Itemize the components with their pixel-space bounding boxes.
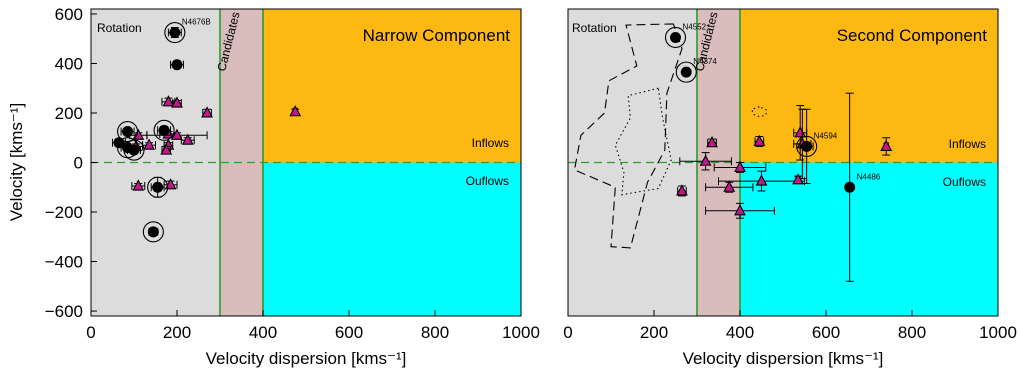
triangle-point (162, 95, 175, 107)
triangle-point (289, 105, 302, 117)
y-tick-label: 600 (55, 5, 83, 24)
triangle-point (181, 133, 194, 145)
galaxy-label: N4374 (693, 57, 717, 66)
plot-frame (567, 8, 999, 317)
galaxy-label: N4552 (683, 22, 707, 31)
x-axis-title: Velocity dispersion [kms⁻¹] (683, 349, 884, 368)
circle-point-ring (164, 21, 186, 44)
triangle-point (755, 174, 768, 186)
circle-point (158, 124, 170, 136)
label-inflows: Inflows (949, 137, 986, 151)
circle-point-ring (117, 121, 139, 143)
triangle-point (171, 96, 183, 108)
triangle-point (160, 143, 173, 155)
x-tick-label: 0 (563, 323, 572, 342)
galaxy-label: N4594 (814, 131, 838, 140)
label-rotation: Rotation (572, 21, 617, 35)
y-tick-label: 400 (55, 54, 83, 73)
circle-point (670, 31, 681, 43)
circle-point (844, 181, 856, 193)
y-axis-title: Velocity [kms⁻¹] (7, 103, 26, 222)
y-tick-label: 200 (55, 104, 83, 123)
circle-point (680, 66, 692, 78)
x-tick-label: 1000 (979, 323, 1017, 342)
x-tick-label: 0 (86, 323, 95, 342)
x-tick-label: 200 (640, 323, 668, 342)
triangle-point (792, 173, 804, 185)
outflow-region (263, 162, 521, 316)
label-outflows: Ouflows (466, 174, 509, 188)
circle-point (122, 126, 134, 138)
triangle-point (676, 184, 688, 196)
x-tick-label: 600 (335, 323, 363, 342)
y-tick-label: −400 (45, 253, 83, 272)
triangle-point (201, 106, 214, 118)
triangle-point (143, 138, 155, 150)
dotted-contour (614, 87, 672, 196)
circle-point (171, 59, 183, 71)
triangle-point (723, 180, 736, 192)
y-tick-label: −600 (45, 302, 83, 321)
circle-point-ring (153, 119, 175, 141)
triangle-point (171, 128, 183, 140)
circle-point-ring (147, 176, 169, 198)
circle-point (801, 140, 813, 152)
x-tick-label: 800 (898, 323, 926, 342)
triangle-point (880, 139, 893, 151)
circle-point (169, 27, 181, 39)
circle-point-ring (675, 61, 697, 83)
circle-point (128, 144, 140, 156)
panel-second-component: Second Component Rotation Inflows Ouflow… (563, 8, 1017, 368)
panel-narrow-component: Narrow Component Rotation Inflows Ouflow… (7, 5, 540, 368)
y-tick-label: 0 (74, 154, 83, 173)
triangle-point (753, 134, 766, 147)
inflow-region (263, 9, 521, 163)
outflow-region (740, 162, 998, 316)
label-inflows: Inflows (472, 136, 509, 150)
circle-point-ring (142, 221, 164, 243)
circle-point-ring (123, 139, 145, 161)
galaxy-label: N4486 (857, 172, 881, 181)
panel-title-narrow: Narrow Component (363, 26, 511, 45)
label-rotation: Rotation (97, 21, 142, 35)
triangle-point (699, 154, 712, 166)
galaxy-label: N4676B (182, 18, 211, 27)
y-tick-label: −200 (45, 203, 83, 222)
circle-point (152, 181, 164, 193)
x-tick-label: 400 (249, 323, 277, 342)
label-outflows: Ouflows (943, 175, 986, 189)
x-tick-label: 200 (163, 323, 191, 342)
circle-point-ring (664, 26, 687, 49)
inflow-region (740, 9, 998, 163)
x-tick-label: 800 (421, 323, 449, 342)
x-tick-label: 400 (726, 323, 754, 342)
circle-point-ring (796, 135, 818, 157)
triangle-point (734, 160, 746, 173)
x-axis-title: Velocity dispersion [kms⁻¹] (206, 349, 407, 368)
x-tick-label: 1000 (502, 323, 540, 342)
dashed-contour (573, 23, 683, 249)
circle-point (147, 226, 159, 238)
panel-title-second: Second Component (837, 26, 988, 45)
triangle-point (706, 136, 718, 148)
triangle-point (734, 204, 746, 216)
x-tick-label: 600 (812, 323, 840, 342)
triangle-point (132, 179, 145, 191)
